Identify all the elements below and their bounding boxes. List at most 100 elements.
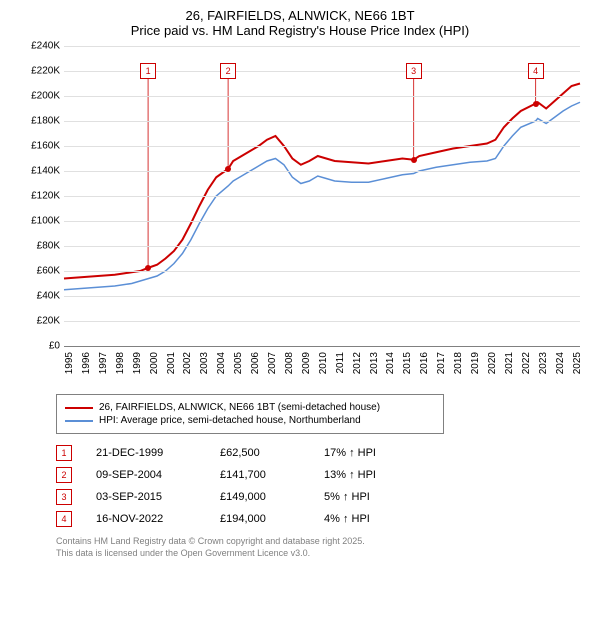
marker-dot bbox=[411, 157, 417, 163]
x-tick-label: 2016 bbox=[419, 352, 430, 374]
x-tick-label: 2025 bbox=[572, 352, 583, 374]
marker-pct: 4% ↑ HPI bbox=[324, 513, 404, 525]
title-line-2: Price paid vs. HM Land Registry's House … bbox=[12, 23, 588, 38]
marker-pct: 5% ↑ HPI bbox=[324, 491, 404, 503]
y-tick-label: £40K bbox=[37, 291, 60, 302]
x-tick-label: 2005 bbox=[233, 352, 244, 374]
x-tick-label: 2018 bbox=[453, 352, 464, 374]
x-tick-label: 2012 bbox=[352, 352, 363, 374]
legend-label: HPI: Average price, semi-detached house,… bbox=[99, 415, 361, 426]
x-tick-label: 2013 bbox=[369, 352, 380, 374]
x-tick-label: 1999 bbox=[132, 352, 143, 374]
x-tick-label: 2017 bbox=[436, 352, 447, 374]
marker-index-box: 4 bbox=[56, 511, 72, 527]
gridline bbox=[64, 171, 580, 172]
x-tick-label: 1995 bbox=[64, 352, 75, 374]
legend: 26, FAIRFIELDS, ALNWICK, NE66 1BT (semi-… bbox=[56, 394, 444, 434]
marker-dot bbox=[225, 166, 231, 172]
title-line-1: 26, FAIRFIELDS, ALNWICK, NE66 1BT bbox=[12, 8, 588, 23]
footer-line-1: Contains HM Land Registry data © Crown c… bbox=[56, 536, 588, 548]
x-tick-label: 2014 bbox=[385, 352, 396, 374]
x-tick-label: 2015 bbox=[402, 352, 413, 374]
marker-table-row: 1 21-DEC-1999 £62,500 17% ↑ HPI bbox=[56, 442, 588, 464]
marker-table-row: 209-SEP-2004£141,70013% ↑ HPI bbox=[56, 464, 588, 486]
gridline bbox=[64, 296, 580, 297]
legend-label: 26, FAIRFIELDS, ALNWICK, NE66 1BT (semi-… bbox=[99, 402, 380, 413]
marker-date: 09-SEP-2004 bbox=[96, 469, 196, 481]
x-tick-label: 2019 bbox=[470, 352, 481, 374]
marker-price: £194,000 bbox=[220, 513, 300, 525]
y-tick-label: £120K bbox=[31, 191, 60, 202]
x-tick-label: 2024 bbox=[555, 352, 566, 374]
y-tick-label: £0 bbox=[49, 341, 60, 352]
y-tick-label: £180K bbox=[31, 116, 60, 127]
marker-index-box: 3 bbox=[56, 489, 72, 505]
marker-index-box: 1 bbox=[56, 445, 72, 461]
y-tick-label: £60K bbox=[37, 266, 60, 277]
y-tick-label: £20K bbox=[37, 316, 60, 327]
x-tick-label: 2011 bbox=[335, 352, 346, 374]
marker-date: 16-NOV-2022 bbox=[96, 513, 196, 525]
x-tick-label: 1998 bbox=[115, 352, 126, 374]
marker-box: 1 bbox=[140, 63, 156, 79]
y-tick-label: £220K bbox=[31, 66, 60, 77]
marker-price: £62,500 bbox=[220, 447, 300, 459]
y-tick-label: £80K bbox=[37, 241, 60, 252]
x-tick-label: 2021 bbox=[504, 352, 515, 374]
marker-table: 1 21-DEC-1999 £62,500 17% ↑ HPI 2 09-SEP-2004… bbox=[56, 442, 588, 530]
chart-area: £0 £20K £40K £60K £80K £100K £120K £140K £160K £1… bbox=[20, 46, 580, 386]
series-line bbox=[64, 84, 580, 279]
legend-swatch bbox=[65, 420, 93, 422]
gridline bbox=[64, 46, 580, 47]
marker-date: 21-DEC-1999 bbox=[96, 447, 196, 459]
x-tick-label: 2001 bbox=[166, 352, 177, 374]
marker-index-box: 2 bbox=[56, 467, 72, 483]
x-tick-label: 2022 bbox=[521, 352, 532, 374]
marker-pct: 17% ↑ HPI bbox=[324, 447, 404, 459]
marker-table-row: 3 03-SEP-2015 £149,000 5% ↑ HPI bbox=[56, 486, 588, 508]
x-tick-label: 1997 bbox=[98, 352, 109, 374]
x-tick-label: 2004 bbox=[216, 352, 227, 374]
legend-item: HPI: Average price, semi-detached house,… bbox=[65, 414, 435, 427]
x-tick-label: 1996 bbox=[81, 352, 92, 374]
x-tick-label: 2003 bbox=[199, 352, 210, 374]
x-tick-label: 2009 bbox=[301, 352, 312, 374]
legend-swatch bbox=[65, 407, 93, 409]
gridline bbox=[64, 96, 580, 97]
marker-date: 03-SEP-2015 bbox=[96, 491, 196, 503]
x-tick-label: 2008 bbox=[284, 352, 295, 374]
footer: Contains HM Land Registry data © Crown c… bbox=[56, 536, 588, 559]
x-tick-label: 2002 bbox=[182, 352, 193, 374]
gridline bbox=[64, 196, 580, 197]
gridline bbox=[64, 246, 580, 247]
marker-dot bbox=[145, 265, 151, 271]
marker-box: 4 bbox=[528, 63, 544, 79]
y-tick-label: £160K bbox=[31, 141, 60, 152]
y-tick-label: £100K bbox=[31, 216, 60, 227]
gridline bbox=[64, 271, 580, 272]
marker-price: £149,000 bbox=[220, 491, 300, 503]
marker-dot bbox=[533, 101, 539, 107]
gridline bbox=[64, 121, 580, 122]
footer-line-2: This data is licensed under the Open Gov… bbox=[56, 548, 588, 560]
x-tick-label: 2000 bbox=[149, 352, 160, 374]
x-axis: 1995 1996 1997 1998 1999 2000 2001 2002 2003 2004… bbox=[64, 348, 580, 386]
gridline bbox=[64, 146, 580, 147]
marker-box: 2 bbox=[220, 63, 236, 79]
x-tick-label: 2023 bbox=[538, 352, 549, 374]
gridline bbox=[64, 221, 580, 222]
y-axis: £0£20K£40K£60K£80K£100K£120K£140K£160K£1… bbox=[20, 46, 64, 346]
marker-pct: 13% ↑ HPI bbox=[324, 469, 404, 481]
marker-table-row: 4 16-NOV-2022 £194,000 4% ↑ HPI bbox=[56, 508, 588, 530]
chart-title: 26, FAIRFIELDS, ALNWICK, NE66 1BT Price … bbox=[12, 8, 588, 38]
plot-area: 1 2 3 4 bbox=[64, 46, 580, 347]
x-tick-label: 2020 bbox=[487, 352, 498, 374]
gridline bbox=[64, 321, 580, 322]
x-tick-label: 2006 bbox=[250, 352, 261, 374]
y-tick-label: £140K bbox=[31, 166, 60, 177]
y-tick-label: £200K bbox=[31, 91, 60, 102]
marker-box: 3 bbox=[406, 63, 422, 79]
x-tick-label: 2010 bbox=[318, 352, 329, 374]
y-tick-label: £240K bbox=[31, 41, 60, 52]
legend-item: 26, FAIRFIELDS, ALNWICK, NE66 1BT (semi-… bbox=[65, 401, 435, 414]
